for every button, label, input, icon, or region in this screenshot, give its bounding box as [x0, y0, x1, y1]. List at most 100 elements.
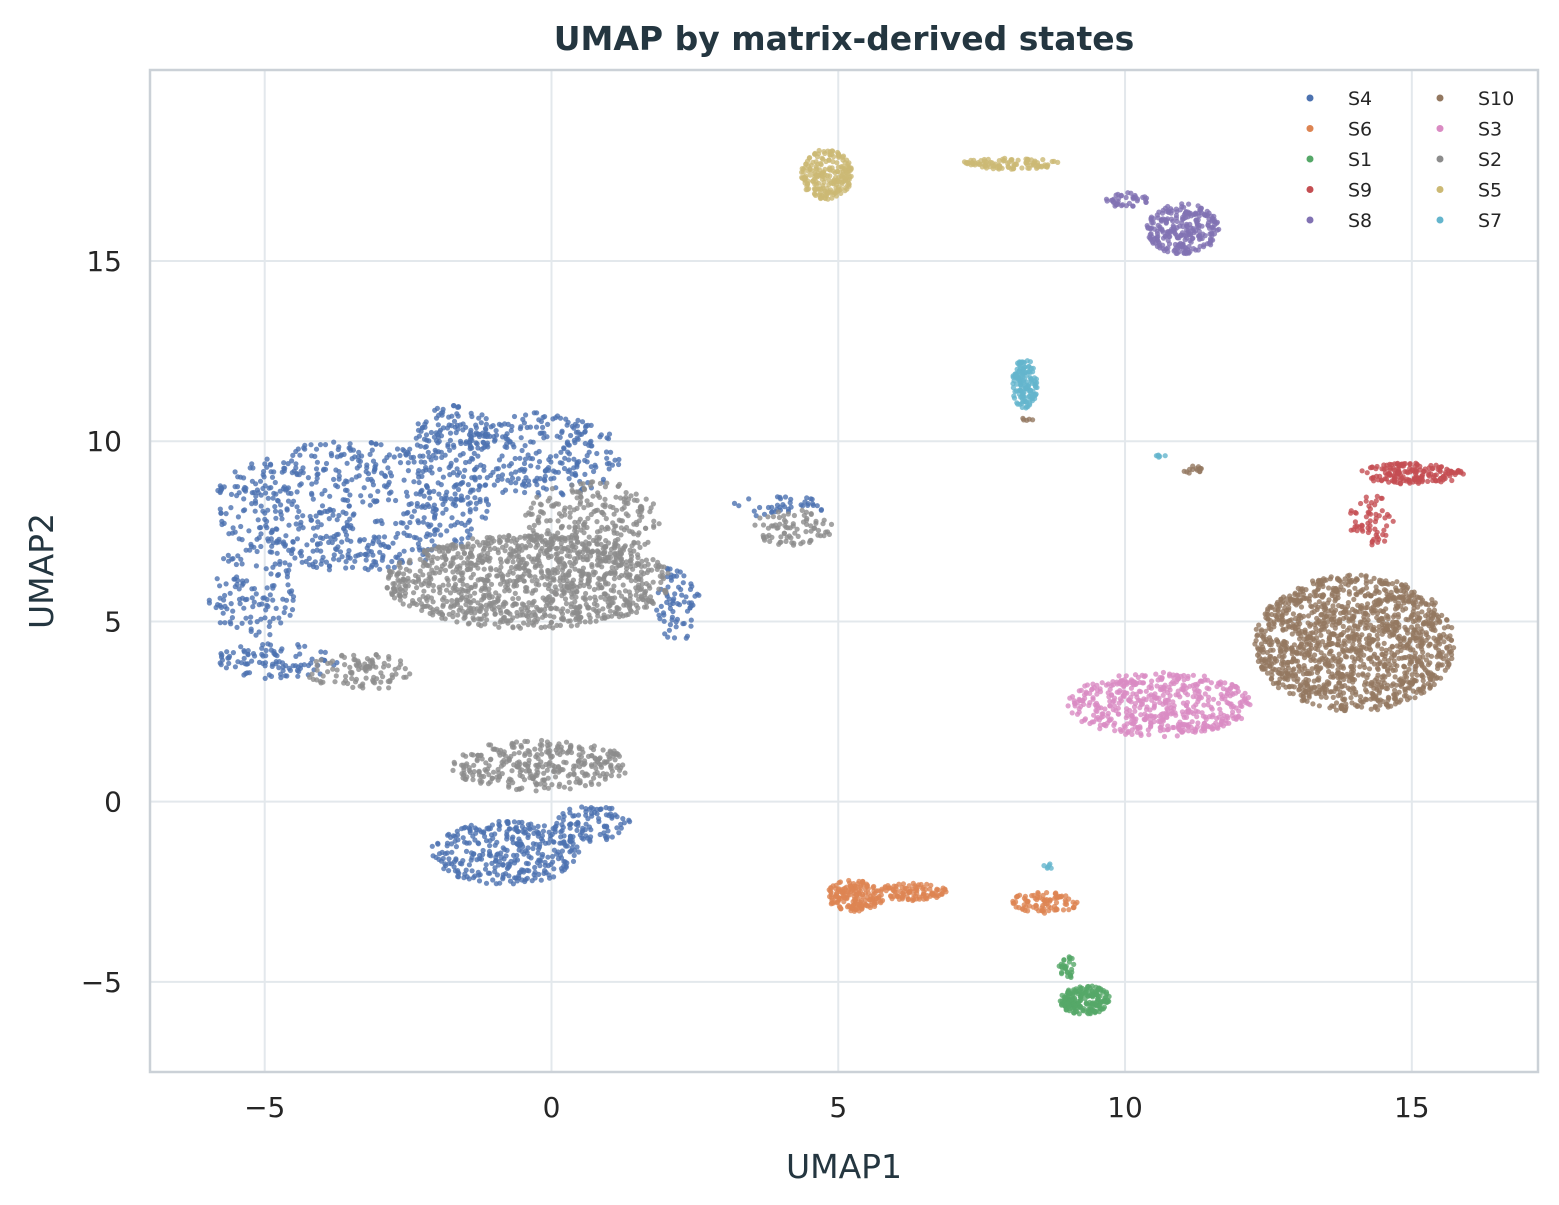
data-point — [1415, 611, 1421, 617]
data-point — [616, 461, 622, 468]
data-point — [1290, 667, 1296, 673]
data-point — [453, 857, 459, 863]
data-point — [475, 453, 481, 459]
data-point — [483, 862, 489, 868]
data-point — [1326, 668, 1332, 675]
data-point — [1374, 655, 1381, 661]
data-point — [433, 455, 439, 461]
data-point — [296, 508, 302, 514]
data-point — [442, 861, 448, 867]
data-point — [1363, 610, 1369, 617]
data-point — [1389, 643, 1395, 650]
data-point — [482, 515, 489, 521]
data-point — [416, 433, 422, 439]
data-point — [289, 607, 296, 613]
data-point — [568, 432, 574, 439]
data-point — [230, 525, 236, 531]
data-point — [1143, 688, 1149, 694]
data-point — [618, 821, 624, 827]
data-point — [214, 576, 220, 582]
data-point — [1308, 657, 1314, 664]
data-point — [455, 472, 461, 478]
data-point — [472, 873, 478, 879]
data-point — [217, 620, 223, 626]
data-point — [1403, 616, 1409, 623]
data-point — [438, 449, 444, 455]
data-point — [264, 585, 270, 591]
data-point — [1090, 681, 1096, 687]
data-point — [250, 465, 256, 471]
data-point — [485, 444, 491, 450]
data-point — [482, 621, 488, 627]
data-point — [1094, 682, 1100, 689]
data-point — [460, 474, 467, 480]
data-point — [1367, 523, 1373, 529]
data-point — [481, 566, 487, 572]
data-point — [1423, 630, 1429, 636]
data-point — [899, 893, 906, 899]
data-point — [449, 423, 455, 429]
data-point — [530, 845, 536, 852]
data-point — [260, 472, 266, 478]
data-point — [461, 825, 467, 831]
data-point — [1066, 896, 1072, 902]
data-point — [868, 893, 874, 899]
data-point — [252, 508, 258, 514]
data-point — [1089, 687, 1095, 693]
data-point — [240, 508, 247, 514]
data-point — [309, 481, 315, 487]
data-point — [677, 569, 683, 575]
data-point — [1318, 632, 1324, 638]
data-point — [1093, 707, 1099, 714]
data-point — [312, 453, 318, 459]
data-point — [313, 513, 319, 519]
data-point — [438, 532, 444, 538]
data-point — [549, 853, 556, 860]
data-point — [606, 460, 612, 466]
data-point — [1053, 906, 1059, 912]
data-point — [471, 432, 477, 438]
data-point — [546, 829, 552, 835]
data-point — [393, 520, 399, 527]
data-point — [286, 589, 293, 595]
data-point — [439, 849, 445, 856]
data-point — [828, 885, 834, 891]
data-point — [1312, 652, 1318, 658]
data-point — [1311, 684, 1317, 690]
data-point — [1314, 606, 1320, 613]
data-point — [1307, 634, 1313, 640]
data-point — [426, 454, 432, 460]
data-point — [1356, 609, 1362, 615]
data-point — [227, 590, 233, 596]
data-point — [856, 890, 862, 896]
data-point — [352, 558, 358, 564]
data-point — [363, 469, 369, 475]
data-point — [293, 653, 299, 660]
data-point — [1386, 513, 1392, 519]
data-point — [521, 478, 527, 484]
data-point — [452, 482, 459, 488]
data-point — [309, 492, 315, 498]
data-point — [571, 852, 577, 859]
data-point — [1267, 663, 1273, 670]
data-point — [446, 868, 452, 874]
data-point — [1067, 695, 1073, 701]
data-point — [1416, 617, 1422, 623]
data-point — [448, 523, 454, 529]
data-point — [1266, 622, 1272, 628]
data-point — [1387, 661, 1393, 668]
data-point — [1195, 203, 1201, 209]
data-point — [1339, 604, 1345, 610]
data-point — [1130, 203, 1136, 209]
data-point — [1145, 727, 1151, 733]
data-point — [480, 439, 486, 445]
data-point — [1217, 721, 1223, 728]
data-point — [375, 488, 381, 494]
data-point — [1289, 651, 1295, 657]
data-point — [1279, 617, 1285, 623]
data-point — [341, 481, 347, 487]
data-point — [1160, 235, 1167, 241]
data-point — [874, 895, 880, 902]
data-point — [452, 491, 458, 497]
